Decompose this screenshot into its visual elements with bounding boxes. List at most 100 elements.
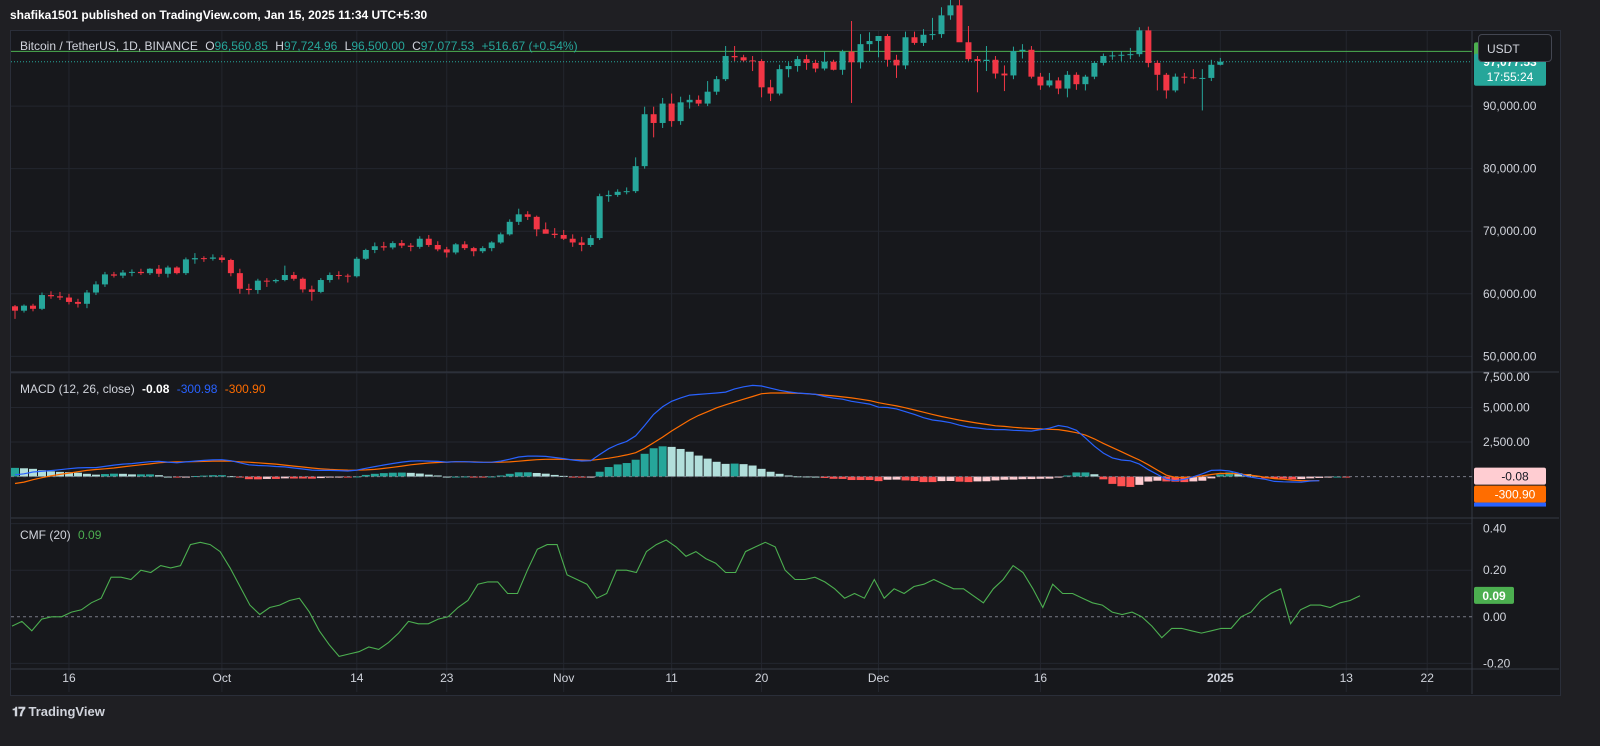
candle-body — [1019, 49, 1026, 52]
macd-histogram-bar — [874, 476, 883, 482]
currency-button[interactable]: USDT — [1478, 34, 1552, 62]
candle-body — [767, 87, 774, 94]
macd-histogram-bar — [73, 472, 82, 477]
macd-histogram-bar — [496, 475, 505, 477]
macd-histogram-bar — [127, 474, 136, 477]
candle-body — [884, 36, 891, 60]
candle-body — [290, 275, 297, 279]
candle-body — [983, 59, 990, 62]
macd-histogram-bar — [604, 467, 613, 477]
macd-histogram-bar — [1342, 476, 1351, 478]
candle-body — [1163, 74, 1170, 91]
macd-histogram-bar — [964, 476, 973, 483]
candle-body — [812, 62, 819, 69]
macd-histogram-bar — [253, 476, 262, 480]
macd-histogram-bar — [676, 448, 685, 477]
candle-body — [227, 260, 234, 274]
macd-histogram-bar — [1315, 476, 1324, 478]
candle-body — [353, 258, 360, 277]
candle-body — [1127, 54, 1134, 56]
low-value: 96,500.00 — [351, 39, 405, 53]
macd-histogram-bar — [910, 476, 919, 481]
macd-histogram-bar — [406, 472, 415, 477]
candle-body — [200, 258, 207, 260]
macd-histogram-bar — [748, 465, 757, 477]
macd-histogram-bar — [298, 476, 307, 479]
symbol-label[interactable]: Bitcoin / TetherUS, 1D, BINANCE — [20, 39, 198, 53]
candle-body — [236, 273, 243, 289]
candle-body — [632, 166, 639, 192]
candle-body — [1037, 76, 1044, 86]
candle-body — [65, 297, 72, 302]
macd-histogram-bar — [109, 473, 118, 477]
macd-hist-value: -0.08 — [142, 382, 170, 396]
candle-body — [434, 244, 441, 250]
macd-histogram-bar — [622, 463, 631, 477]
macd-histogram-bar — [370, 473, 379, 477]
candle-body — [1154, 62, 1161, 75]
macd-histogram-bar — [1027, 476, 1036, 480]
macd-histogram-bar — [442, 476, 451, 478]
candle-body — [182, 259, 189, 274]
macd-histogram-bar — [460, 476, 469, 478]
macd-histogram-bar — [1207, 476, 1216, 479]
candle-body — [830, 61, 837, 70]
macd-histogram-bar — [316, 476, 325, 479]
macd-histogram-bar — [64, 472, 73, 477]
candle-body — [947, 5, 954, 16]
chart-frame[interactable] — [10, 30, 1561, 696]
candle-body — [668, 103, 675, 122]
candle-body — [1118, 54, 1125, 56]
cmf-axis-tick: 0.40 — [1483, 522, 1507, 536]
macd-histogram-bar — [172, 476, 181, 478]
macd-histogram-bar — [730, 463, 739, 477]
candle-body — [1172, 76, 1179, 91]
candle-body — [911, 37, 918, 43]
macd-histogram-bar — [1288, 476, 1297, 480]
macd-histogram-bar — [46, 471, 55, 477]
candle-body — [686, 99, 693, 103]
candle-body — [146, 268, 153, 274]
candle-body — [578, 242, 585, 245]
macd-histogram-bar — [847, 476, 856, 481]
candle-body — [92, 284, 99, 293]
candle-body — [1091, 62, 1098, 77]
macd-histogram-bar — [505, 473, 514, 477]
candle-body — [425, 238, 432, 245]
macd-histogram-bar — [883, 476, 892, 480]
cmf-axis-tick: 0.20 — [1483, 563, 1507, 577]
macd-histogram-bar — [865, 476, 874, 481]
candle-body — [776, 69, 783, 94]
candle-body — [749, 60, 756, 62]
countdown-text: 17:55:24 — [1487, 70, 1534, 84]
macd-histogram-bar — [523, 472, 532, 477]
macd-histogram-bar — [532, 472, 541, 477]
macd-histogram-bar — [946, 476, 955, 481]
macd-title[interactable]: MACD (12, 26, close) — [20, 382, 135, 396]
macd-histogram-bar — [640, 453, 649, 477]
cmf-title[interactable]: CMF (20) — [20, 528, 71, 542]
candle-body — [641, 114, 648, 167]
macd-histogram-bar — [892, 476, 901, 480]
macd-histogram-bar — [415, 473, 424, 477]
macd-histogram-bar — [757, 468, 766, 477]
macd-histogram-bar — [1171, 476, 1180, 482]
tradingview-brand: TradingView — [28, 704, 105, 719]
time-axis-tick: Oct — [213, 671, 232, 685]
candle-body — [371, 246, 378, 250]
candle-body — [1001, 73, 1008, 76]
candle-body — [1208, 64, 1215, 78]
price-legend: Bitcoin / TetherUS, 1D, BINANCE O96,560.… — [20, 39, 582, 53]
macd-histogram-bar — [568, 476, 577, 478]
candle-body — [740, 57, 747, 61]
macd-histogram-bar — [280, 476, 289, 479]
time-axis-tick: 11 — [665, 671, 678, 685]
macd-histogram-bar — [937, 476, 946, 482]
macd-histogram-bar — [784, 475, 793, 477]
macd-histogram-bar — [28, 468, 37, 477]
tradingview-logo[interactable]: 𝟏𝟕 TradingView — [12, 704, 105, 720]
candle-body — [821, 61, 828, 69]
candle-body — [317, 280, 324, 292]
candle-body — [758, 61, 765, 88]
